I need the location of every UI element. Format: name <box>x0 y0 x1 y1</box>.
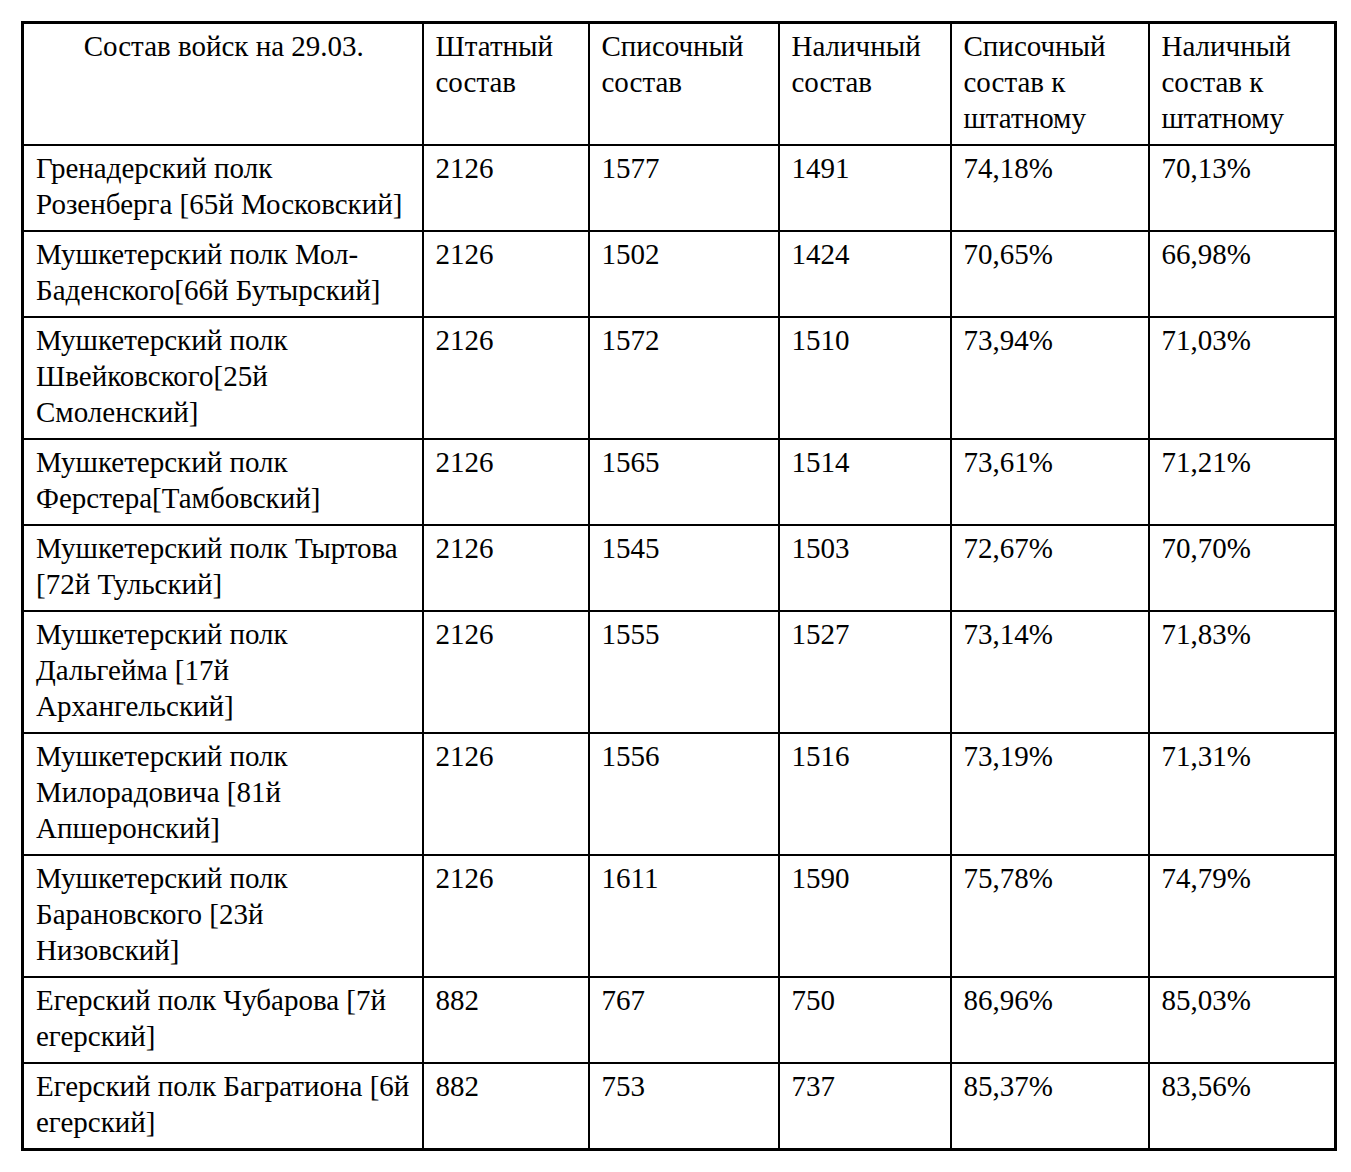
table-row: Мушкетерский полк Ферстера[Тамбовский] 2… <box>23 439 1336 525</box>
table-row: Мушкетерский полк Тыртова [72й Тульский]… <box>23 525 1336 611</box>
list-strength-cell: 1565 <box>589 439 779 525</box>
present-to-staff-pct-cell: 74,79% <box>1149 855 1336 977</box>
list-to-staff-pct-cell: 70,65% <box>951 231 1149 317</box>
present-strength-cell: 1424 <box>779 231 951 317</box>
list-to-staff-pct-cell: 73,19% <box>951 733 1149 855</box>
present-to-staff-pct-cell: 71,21% <box>1149 439 1336 525</box>
regiment-name-cell: Мушкетерский полк Ферстера[Тамбовский] <box>23 439 423 525</box>
document-page: Состав войск на 29.03. Штатный состав Сп… <box>0 0 1351 1172</box>
column-header-present-to-staff: Наличный состав к штатному <box>1149 23 1336 146</box>
present-strength-cell: 1503 <box>779 525 951 611</box>
table-row: Мушкетерский полк Швейковского[25й Смоле… <box>23 317 1336 439</box>
regiment-name-cell: Егерский полк Багратиона [6й егерский] <box>23 1063 423 1150</box>
table-header: Состав войск на 29.03. Штатный состав Сп… <box>23 23 1336 146</box>
present-strength-cell: 1491 <box>779 145 951 231</box>
present-to-staff-pct-cell: 66,98% <box>1149 231 1336 317</box>
column-header-list-strength: Списочный состав <box>589 23 779 146</box>
table-row: Мушкетерский полк Мол-Баденского[66й Бут… <box>23 231 1336 317</box>
list-strength-cell: 1545 <box>589 525 779 611</box>
present-to-staff-pct-cell: 70,70% <box>1149 525 1336 611</box>
regiment-name-cell: Гренадерский полк Розенберга [65й Москов… <box>23 145 423 231</box>
staff-strength-cell: 2126 <box>423 231 589 317</box>
staff-strength-cell: 2126 <box>423 733 589 855</box>
table-row: Мушкетерский полк Барановского [23й Низо… <box>23 855 1336 977</box>
present-to-staff-pct-cell: 71,31% <box>1149 733 1336 855</box>
list-to-staff-pct-cell: 85,37% <box>951 1063 1149 1150</box>
list-strength-cell: 1572 <box>589 317 779 439</box>
table-row: Егерский полк Чубарова [7й егерский] 882… <box>23 977 1336 1063</box>
list-strength-cell: 1611 <box>589 855 779 977</box>
staff-strength-cell: 882 <box>423 977 589 1063</box>
regiment-name-cell: Егерский полк Чубарова [7й егерский] <box>23 977 423 1063</box>
table-row: Мушкетерский полк Дальгейма [17й Арханге… <box>23 611 1336 733</box>
column-header-list-to-staff: Списочный состав к штатному <box>951 23 1149 146</box>
staff-strength-cell: 2126 <box>423 611 589 733</box>
present-strength-cell: 1510 <box>779 317 951 439</box>
regiment-name-cell: Мушкетерский полк Барановского [23й Низо… <box>23 855 423 977</box>
present-to-staff-pct-cell: 85,03% <box>1149 977 1336 1063</box>
present-to-staff-pct-cell: 71,03% <box>1149 317 1336 439</box>
column-header-present-strength: Наличный состав <box>779 23 951 146</box>
list-strength-cell: 1577 <box>589 145 779 231</box>
regiment-name-cell: Мушкетерский полк Мол-Баденского[66й Бут… <box>23 231 423 317</box>
list-to-staff-pct-cell: 72,67% <box>951 525 1149 611</box>
list-strength-cell: 1502 <box>589 231 779 317</box>
list-to-staff-pct-cell: 75,78% <box>951 855 1149 977</box>
present-strength-cell: 750 <box>779 977 951 1063</box>
present-to-staff-pct-cell: 71,83% <box>1149 611 1336 733</box>
list-strength-cell: 1556 <box>589 733 779 855</box>
staff-strength-cell: 882 <box>423 1063 589 1150</box>
regiment-name-cell: Мушкетерский полк Швейковского[25й Смоле… <box>23 317 423 439</box>
present-strength-cell: 1516 <box>779 733 951 855</box>
list-to-staff-pct-cell: 73,61% <box>951 439 1149 525</box>
table-row: Мушкетерский полк Милорадовича [81й Апше… <box>23 733 1336 855</box>
regiment-name-cell: Мушкетерский полк Тыртова [72й Тульский] <box>23 525 423 611</box>
table-body: Гренадерский полк Розенберга [65й Москов… <box>23 145 1336 1150</box>
staff-strength-cell: 2126 <box>423 145 589 231</box>
present-strength-cell: 1514 <box>779 439 951 525</box>
list-to-staff-pct-cell: 73,94% <box>951 317 1149 439</box>
header-row: Состав войск на 29.03. Штатный состав Сп… <box>23 23 1336 146</box>
staff-strength-cell: 2126 <box>423 525 589 611</box>
present-to-staff-pct-cell: 83,56% <box>1149 1063 1336 1150</box>
list-to-staff-pct-cell: 74,18% <box>951 145 1149 231</box>
present-strength-cell: 737 <box>779 1063 951 1150</box>
staff-strength-cell: 2126 <box>423 439 589 525</box>
table-row: Егерский полк Багратиона [6й егерский] 8… <box>23 1063 1336 1150</box>
regiment-name-cell: Мушкетерский полк Милорадовича [81й Апше… <box>23 733 423 855</box>
list-strength-cell: 753 <box>589 1063 779 1150</box>
present-strength-cell: 1527 <box>779 611 951 733</box>
table-row: Гренадерский полк Розенберга [65й Москов… <box>23 145 1336 231</box>
present-strength-cell: 1590 <box>779 855 951 977</box>
list-to-staff-pct-cell: 73,14% <box>951 611 1149 733</box>
present-to-staff-pct-cell: 70,13% <box>1149 145 1336 231</box>
column-header-staff-strength: Штатный состав <box>423 23 589 146</box>
column-header-composition: Состав войск на 29.03. <box>23 23 423 146</box>
list-strength-cell: 767 <box>589 977 779 1063</box>
regiment-name-cell: Мушкетерский полк Дальгейма [17й Арханге… <box>23 611 423 733</box>
troops-strength-table: Состав войск на 29.03. Штатный состав Сп… <box>21 21 1337 1151</box>
list-to-staff-pct-cell: 86,96% <box>951 977 1149 1063</box>
staff-strength-cell: 2126 <box>423 317 589 439</box>
list-strength-cell: 1555 <box>589 611 779 733</box>
staff-strength-cell: 2126 <box>423 855 589 977</box>
